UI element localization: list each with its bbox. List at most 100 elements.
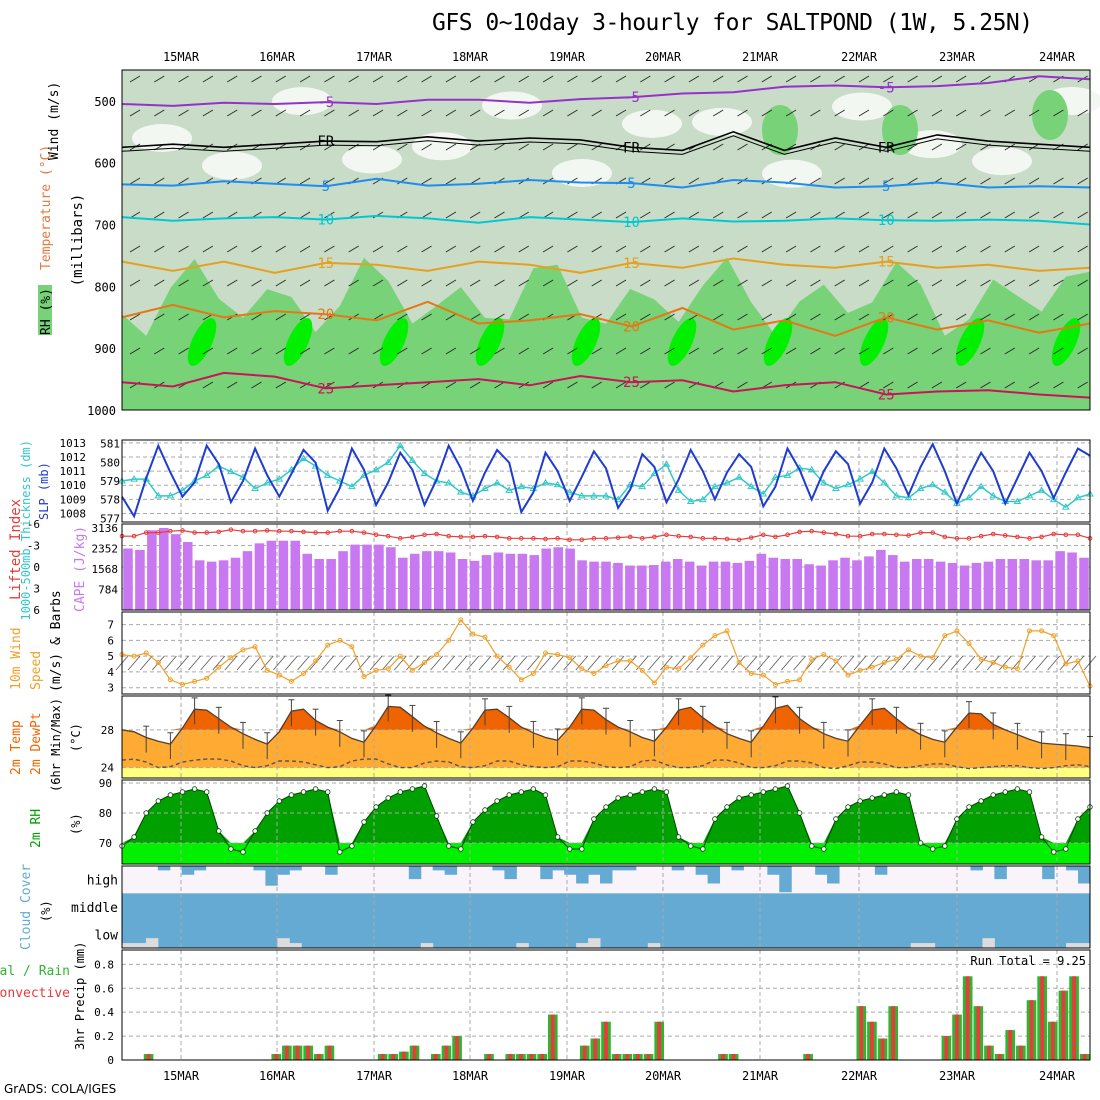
cape-bar (577, 560, 587, 610)
li-marker (373, 532, 379, 538)
wind-barb (567, 347, 578, 355)
wind-barb (737, 109, 748, 117)
li-tick: -3 (27, 540, 40, 553)
thickness-marker (178, 486, 187, 493)
wind-barb (907, 279, 918, 287)
wind-barb (664, 245, 675, 253)
rh2m-marker (567, 846, 573, 852)
cloud-high-bar (193, 866, 207, 871)
wind-barb (955, 109, 967, 117)
precip-convective-bar (965, 976, 970, 1060)
wind-barb (494, 211, 505, 219)
footer-credit: GrADS: COLA/IGES (4, 1082, 117, 1096)
wind-barb (299, 279, 311, 287)
li-marker (966, 536, 972, 541)
cape-bar (469, 560, 480, 610)
wind-barb (907, 245, 918, 253)
thickness-marker (916, 484, 925, 491)
li-marker (821, 530, 827, 535)
wind-barb (591, 313, 602, 321)
thickness-marker (202, 471, 211, 478)
wind-barb (372, 279, 384, 287)
li-tick: 6 (33, 604, 40, 617)
date-label-bottom: 15MAR (163, 1069, 200, 1083)
cloud-high-bar (444, 866, 458, 875)
wind-barb (421, 109, 432, 117)
wind-barb (129, 75, 141, 83)
wind-marker (954, 628, 960, 634)
contour-label: 25 (317, 381, 334, 397)
wind-barb (567, 245, 578, 253)
li-marker (1051, 531, 1056, 537)
wind-barb (980, 211, 991, 219)
wind-barb-10m (454, 655, 468, 671)
wind-barb (542, 245, 554, 253)
wind-marker (422, 659, 427, 665)
rh2m-marker (494, 798, 500, 804)
wind-barb (129, 177, 141, 185)
wind-barb-10m (660, 655, 673, 671)
thickness-marker (1074, 493, 1082, 501)
wind-barb (1053, 313, 1064, 321)
rh2m-tick: 70 (99, 837, 112, 850)
wind-marker (506, 664, 512, 670)
cloud-high-bar (492, 866, 505, 871)
cape-bar (326, 559, 336, 610)
cape-tick: 784 (98, 584, 118, 597)
wind-barb (421, 177, 432, 185)
wind-barb (202, 347, 214, 355)
wind-barb-10m (502, 655, 516, 671)
wind-marker (385, 666, 391, 672)
cloud-low-gap (122, 943, 135, 948)
rh2m-marker (796, 810, 803, 816)
wind-barb (275, 75, 287, 83)
wind-barb (299, 211, 311, 219)
precip-convective-bar (327, 1045, 332, 1060)
contour-label: FR (623, 140, 640, 156)
date-label-top: 23MAR (939, 50, 976, 64)
li-marker (833, 531, 839, 537)
li-marker (325, 530, 331, 535)
wind-barb (178, 211, 189, 219)
contour-10 (121, 214, 1091, 226)
wind-barb-10m (962, 655, 976, 671)
precip-convective-bar (635, 1054, 640, 1060)
wind-barb (275, 347, 287, 355)
thickness-line (121, 444, 1091, 509)
cape-bar (888, 555, 898, 610)
wind-barb (1028, 381, 1040, 389)
thickness-tick: 580 (100, 456, 120, 469)
wind-marker (397, 653, 403, 659)
li-marker (1075, 532, 1081, 538)
rh2m-marker (639, 789, 645, 795)
cape-bar (529, 555, 540, 610)
contour-label: FR (878, 140, 895, 156)
rh2m-marker (325, 789, 331, 795)
li-marker (349, 528, 355, 534)
wind-barb (907, 313, 918, 321)
wind-barb-10m (527, 655, 540, 671)
cape-bar (816, 565, 826, 610)
cloud-high-bar (815, 866, 828, 875)
wind-barb (1004, 347, 1016, 355)
wind-marker (845, 672, 851, 678)
thickness-marker (444, 478, 453, 486)
li-marker (700, 536, 706, 541)
cape-bar (708, 561, 719, 610)
li-marker (1015, 534, 1020, 540)
rh2m-marker (966, 804, 972, 810)
wind-barb (834, 211, 845, 219)
wind-barb (737, 279, 748, 287)
thickness-marker (517, 482, 526, 490)
wind-barb (445, 109, 457, 117)
precip-convective-bar (284, 1045, 289, 1060)
wind-marker (543, 650, 548, 656)
li-marker (591, 536, 597, 541)
wind-barb (1028, 313, 1040, 321)
li-marker (724, 536, 730, 542)
cape-bar (649, 565, 659, 610)
wind-barb (469, 313, 481, 321)
wind-barb (494, 143, 505, 151)
wind-barb (931, 75, 943, 83)
wind-barb (640, 143, 651, 151)
